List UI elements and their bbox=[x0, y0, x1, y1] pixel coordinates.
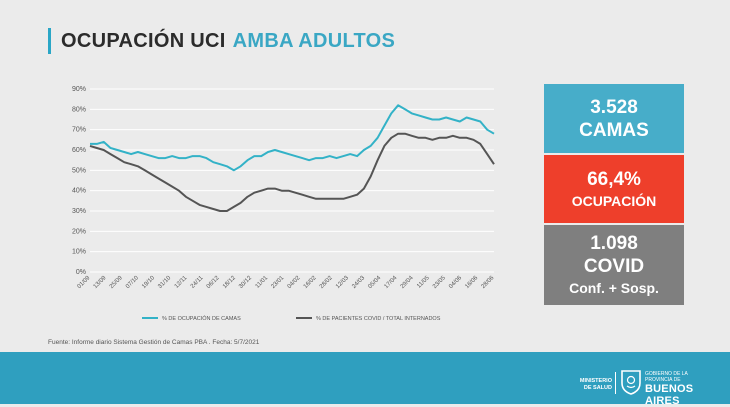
footer-divider bbox=[615, 372, 616, 394]
x-tick-label: 11/05 bbox=[416, 275, 431, 290]
source-note: Fuente: Informe diario Sistema Gestión d… bbox=[48, 339, 260, 346]
x-tick-label: 04/02 bbox=[287, 275, 302, 290]
occupancy-value: 66,4% bbox=[587, 168, 641, 190]
covid-value: 1.098 bbox=[590, 233, 638, 254]
x-tick-label: 12/11 bbox=[174, 275, 189, 290]
occupancy-stat-box: 66,4% OCUPACIÓN bbox=[544, 155, 684, 223]
x-tick-label: 07/10 bbox=[125, 275, 140, 290]
y-tick-label: 0% bbox=[76, 269, 86, 276]
x-tick-label: 16/02 bbox=[303, 275, 318, 290]
x-tick-label: 19/10 bbox=[141, 275, 156, 290]
y-tick-label: 20% bbox=[72, 228, 86, 235]
x-tick-label: 25/09 bbox=[109, 275, 124, 290]
y-tick-label: 40% bbox=[72, 188, 86, 195]
title-bar: OCUPACIÓN UCI AMBA ADULTOS bbox=[48, 28, 395, 54]
x-tick-label: 17/04 bbox=[384, 275, 399, 290]
x-tick-label: 24/03 bbox=[351, 275, 366, 290]
covid-sublabel: Conf. + Sosp. bbox=[569, 280, 659, 296]
province-main-label: BUENOS AIRES bbox=[645, 383, 694, 407]
beds-stat-box: 3.528 CAMAS bbox=[544, 84, 684, 153]
x-tick-label: 05/04 bbox=[367, 275, 382, 290]
x-tick-label: 16/06 bbox=[464, 275, 479, 290]
covid-label: COVID bbox=[583, 256, 645, 277]
occupancy-label: OCUPACIÓN bbox=[571, 192, 657, 209]
province-shield-icon bbox=[621, 370, 641, 395]
x-tick-label: 29/04 bbox=[400, 275, 415, 290]
x-tick-label: 06/12 bbox=[206, 275, 221, 290]
x-tick-label: 31/10 bbox=[157, 275, 172, 290]
y-tick-label: 70% bbox=[72, 127, 86, 134]
x-tick-label: 30/12 bbox=[238, 275, 253, 290]
y-tick-label: 30% bbox=[72, 208, 86, 215]
x-tick-label: 24/11 bbox=[190, 275, 205, 290]
x-tick-label: 23/05 bbox=[432, 275, 447, 290]
x-tick-label: 28/06 bbox=[481, 275, 496, 290]
x-tick-label: 11/01 bbox=[255, 275, 270, 290]
province-top-label: GOBIERNO DE LA PROVINCIA DE bbox=[645, 371, 688, 383]
ministry-label: MINISTERIO DE SALUD bbox=[579, 378, 612, 391]
beds-value: 3.528 bbox=[590, 96, 638, 118]
y-tick-label: 60% bbox=[72, 147, 86, 154]
x-tick-label: 01/09 bbox=[77, 275, 92, 290]
x-tick-label: 12/03 bbox=[335, 275, 350, 290]
series-line-1 bbox=[89, 132, 495, 212]
occupancy-line-chart: 0%10%20%30%40%50%60%70%80%90%01/09 13/09 2… bbox=[72, 86, 496, 322]
beds-label: CAMAS bbox=[579, 119, 649, 141]
footer-bar bbox=[0, 352, 730, 404]
y-tick-label: 80% bbox=[72, 106, 86, 113]
x-tick-label: 28/02 bbox=[319, 275, 334, 290]
x-tick-label: 04/06 bbox=[448, 275, 463, 290]
y-tick-label: 50% bbox=[72, 167, 86, 174]
page-title: OCUPACIÓN UCI bbox=[61, 29, 226, 52]
covid-stat-box: 1.098 COVID Conf. + Sosp. bbox=[544, 225, 684, 305]
x-tick-label: 18/12 bbox=[222, 275, 237, 290]
series-line-0 bbox=[90, 104, 495, 172]
y-tick-label: 10% bbox=[72, 249, 86, 256]
page-title-accent: AMBA ADULTOS bbox=[232, 29, 396, 52]
x-tick-label: 23/01 bbox=[270, 275, 285, 290]
x-tick-label: 13/09 bbox=[93, 275, 108, 290]
y-tick-label: 90% bbox=[72, 86, 86, 93]
legend-label: % DE OCUPACIÓN DE CAMAS bbox=[162, 315, 241, 322]
legend-label: % DE PACIENTES COVID / TOTAL INTERNADOS bbox=[316, 316, 441, 322]
